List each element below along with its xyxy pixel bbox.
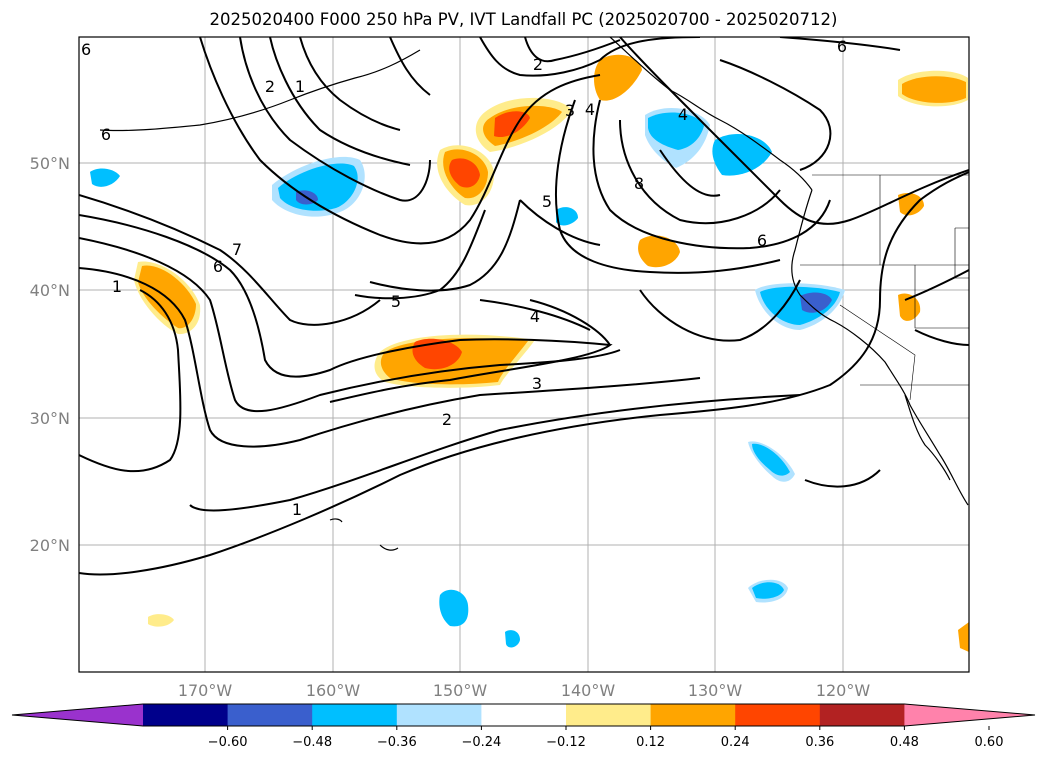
- pc-blob: [439, 589, 469, 627]
- latitude-label: 30°N: [30, 409, 70, 428]
- longitude-label: 130°W: [688, 681, 743, 700]
- colorbar-tick-label: −0.60: [208, 735, 248, 750]
- colorbar-extend-high: [904, 704, 1035, 726]
- colorbar-tick-label: 0.60: [975, 735, 1004, 750]
- colorbar-segment: [650, 704, 736, 726]
- contour-label: 6: [837, 37, 847, 56]
- pc-blob: [752, 443, 790, 476]
- longitude-label: 140°W: [561, 681, 616, 700]
- latitude-label: 40°N: [30, 281, 70, 300]
- colorbar-tick-label: −0.48: [292, 735, 332, 750]
- pc-blob: [90, 168, 120, 187]
- longitude-label: 120°W: [816, 681, 871, 700]
- latitude-label: 50°N: [30, 154, 70, 173]
- pv-contours: [79, 37, 969, 576]
- latitude-labels: 50°N 40°N 30°N 20°N: [30, 154, 70, 555]
- latitude-label: 20°N: [30, 536, 70, 555]
- contour-label: 8: [634, 174, 644, 193]
- contour-label: 3: [532, 374, 542, 393]
- contour-labels: 6 2 1 2 4 3 4 5 6 7 6 1 5 4 3 2 1 8 6 6: [81, 37, 847, 519]
- longitude-label: 170°W: [178, 681, 233, 700]
- pc-blob: [148, 614, 174, 627]
- colorbar-segment: [396, 704, 482, 726]
- colorbar-outline: [11, 703, 1036, 727]
- colorbar-segment: [819, 704, 905, 726]
- colorbar-tick-label: 0.12: [636, 735, 665, 750]
- positive-pc-shading: [134, 54, 969, 652]
- contour-label: 4: [678, 105, 688, 124]
- contour-label: 2: [533, 55, 543, 74]
- pc-blob: [752, 582, 784, 599]
- colorbar-tick-label: −0.24: [461, 735, 501, 750]
- colorbar-segment: [566, 704, 652, 726]
- negative-pc-shading: [90, 107, 845, 648]
- colorbar-segment: [481, 704, 567, 726]
- contour-label: 7: [232, 240, 242, 259]
- colorbar-segment: [735, 704, 821, 726]
- contour-label: 2: [265, 77, 275, 96]
- colorbar-tick-label: −0.12: [546, 735, 586, 750]
- contour-label: 1: [295, 77, 305, 96]
- map-plot-area: [79, 37, 969, 672]
- contour-label: 4: [530, 307, 540, 326]
- contour-label: 1: [112, 277, 122, 296]
- pc-blob: [449, 158, 480, 188]
- contour-label: 6: [101, 125, 111, 144]
- colorbar-segment: [312, 704, 398, 726]
- pc-blob: [648, 112, 704, 150]
- pc-blob: [412, 338, 462, 370]
- contour-label: 4: [585, 100, 595, 119]
- pc-blob: [902, 76, 966, 103]
- contour-label: 6: [757, 231, 767, 250]
- political-borders: [800, 174, 969, 401]
- colorbar-segment: [143, 704, 229, 726]
- longitude-label: 150°W: [433, 681, 488, 700]
- pc-blob: [712, 133, 772, 176]
- contour-label: 3: [565, 101, 575, 120]
- pc-blob: [800, 292, 832, 313]
- pc-blob: [505, 630, 520, 648]
- colorbar-tick-label: −0.36: [377, 735, 417, 750]
- pc-blob: [898, 193, 924, 216]
- colorbar-segment: [227, 704, 313, 726]
- contour-label: 2: [442, 410, 452, 429]
- contour-label: 6: [81, 40, 91, 59]
- pc-blob: [958, 622, 969, 652]
- contour-label: 5: [391, 292, 401, 311]
- contour-label: 5: [542, 192, 552, 211]
- colorbar-tick-label: 0.24: [721, 735, 750, 750]
- coastlines: [99, 37, 969, 551]
- colorbar: −0.60 −0.48 −0.36 −0.24 −0.12 0.12 0.24 0.36 0.4…: [11, 703, 1036, 750]
- colorbar-extend-low: [12, 704, 143, 726]
- contour-label: 6: [213, 257, 223, 276]
- colorbar-tick-label: 0.36: [805, 735, 834, 750]
- map-frame: [78, 36, 970, 673]
- pc-blob: [898, 293, 921, 321]
- pc-blob: [556, 207, 578, 226]
- colorbar-tick-label: 0.48: [890, 735, 919, 750]
- contour-label: 1: [292, 500, 302, 519]
- longitude-labels: 170°W 160°W 150°W 140°W 130°W 120°W: [178, 681, 871, 700]
- pc-blob: [594, 54, 642, 101]
- longitude-label: 160°W: [306, 681, 361, 700]
- map-title: 2025020400 F000 250 hPa PV, IVT Landfall…: [209, 10, 838, 29]
- pc-blob: [638, 235, 680, 268]
